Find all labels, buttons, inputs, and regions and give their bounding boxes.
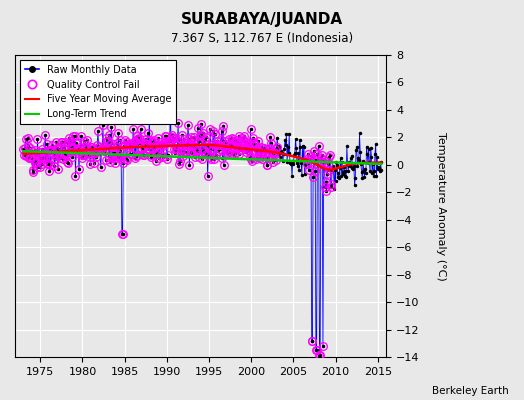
Legend: Raw Monthly Data, Quality Control Fail, Five Year Moving Average, Long-Term Tren: Raw Monthly Data, Quality Control Fail, … (20, 60, 177, 124)
Text: Berkeley Earth: Berkeley Earth (432, 386, 508, 396)
Text: 7.367 S, 112.767 E (Indonesia): 7.367 S, 112.767 E (Indonesia) (171, 32, 353, 45)
Y-axis label: Temperature Anomaly (°C): Temperature Anomaly (°C) (436, 132, 446, 280)
Text: SURABAYA/JUANDA: SURABAYA/JUANDA (181, 12, 343, 27)
